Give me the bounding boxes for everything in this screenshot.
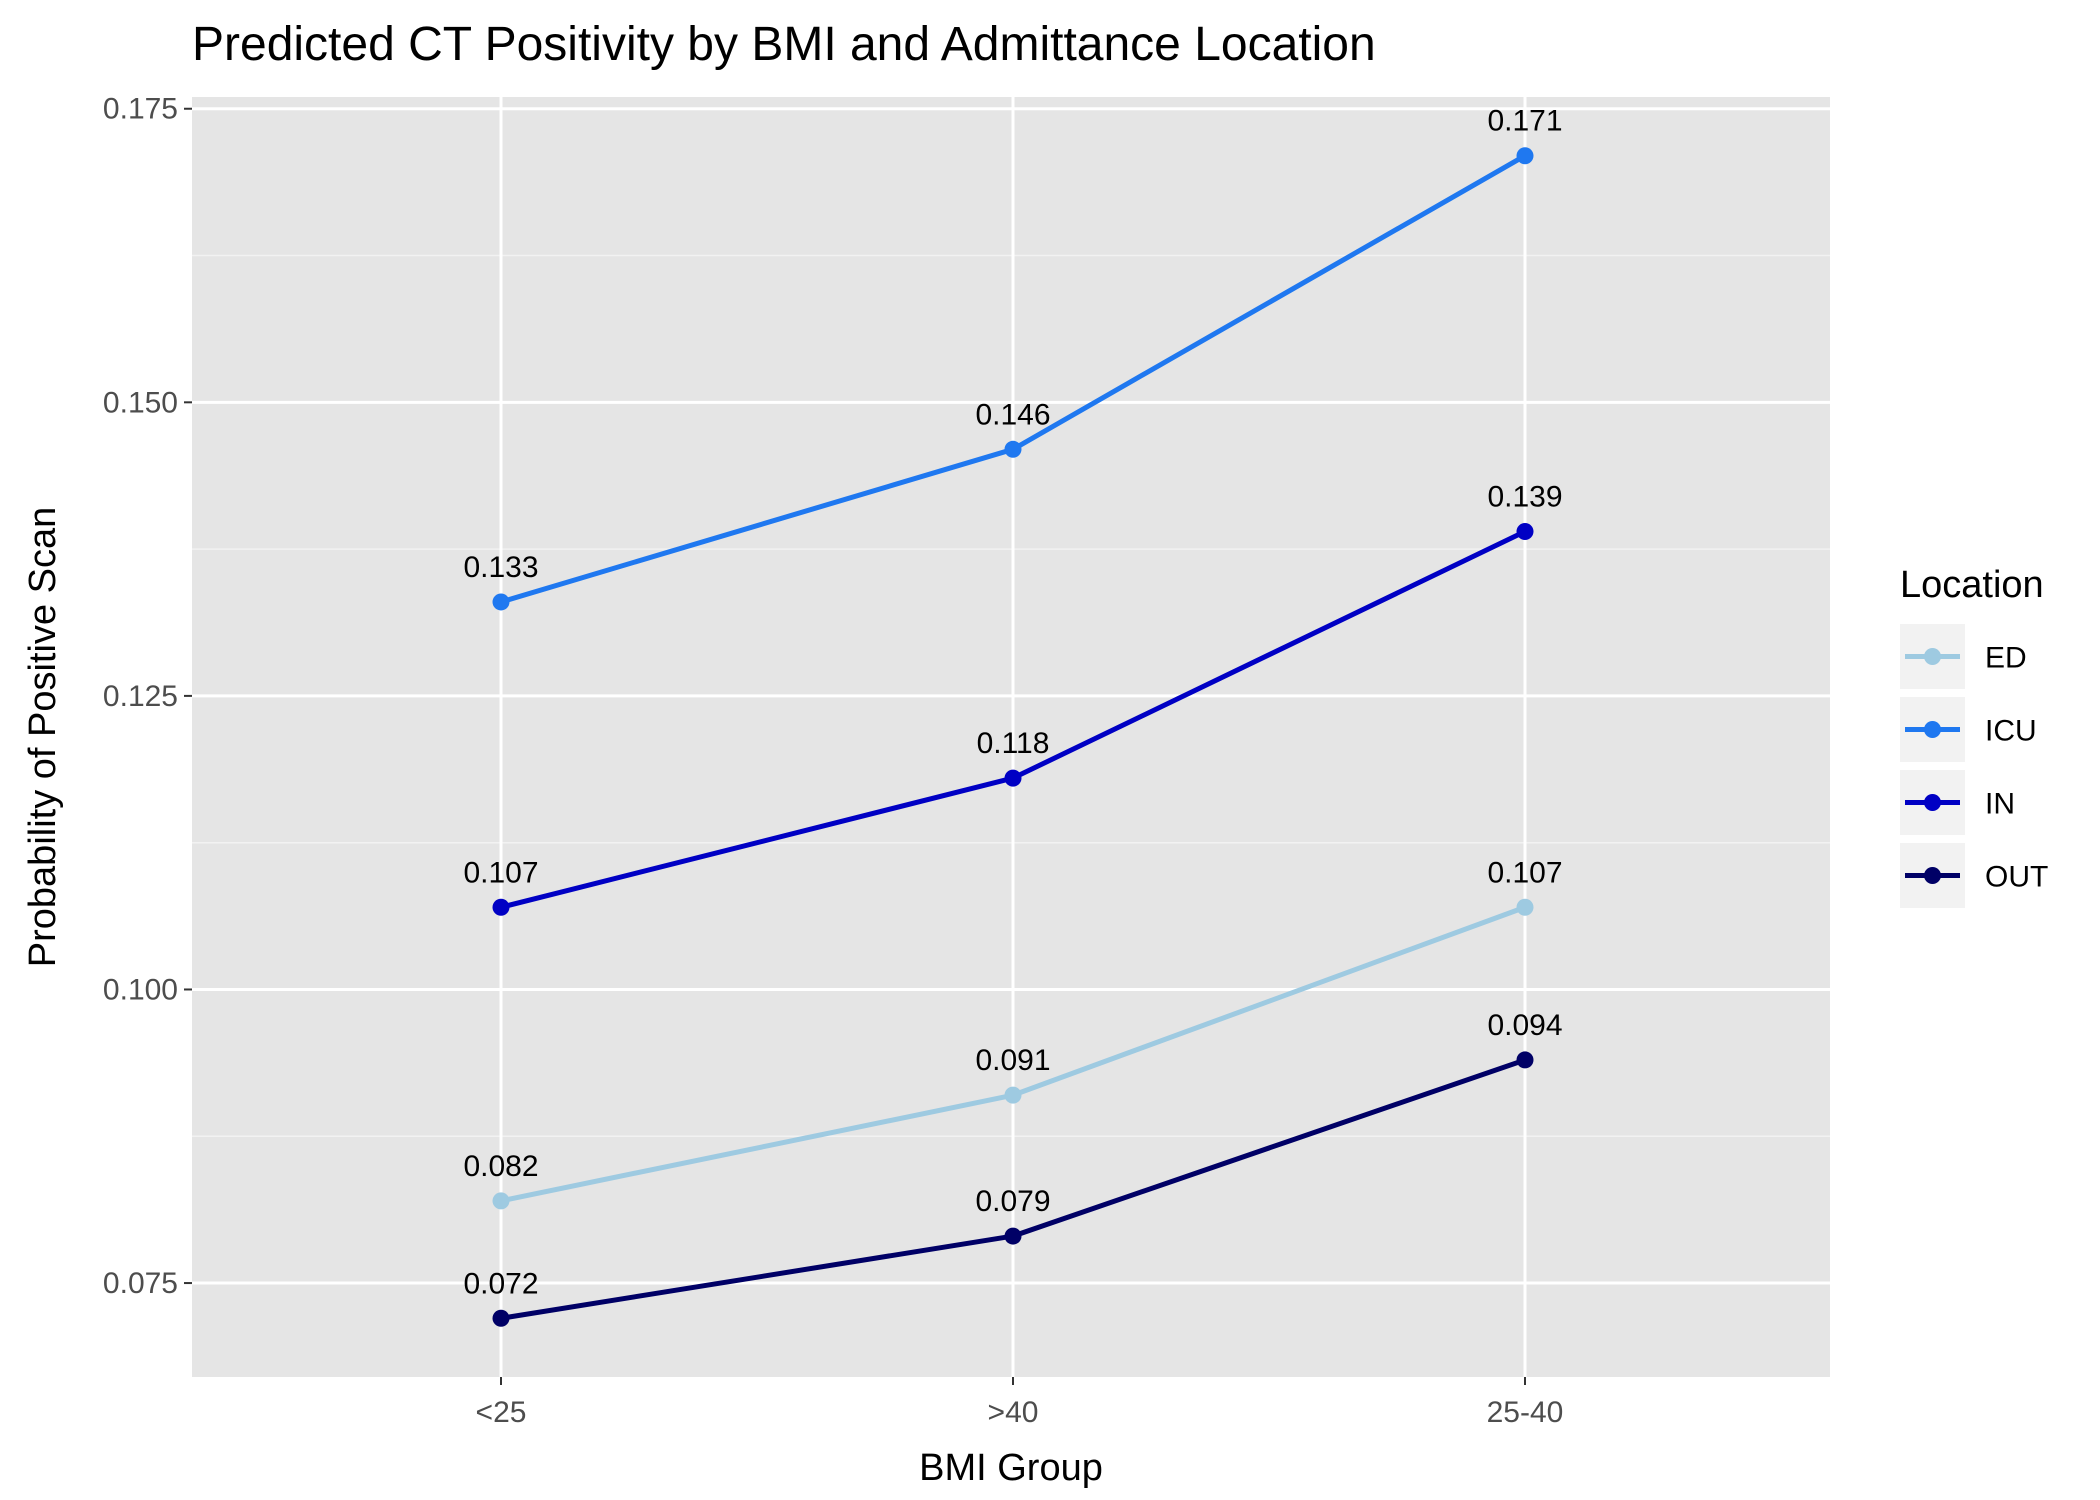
legend-item-out: OUT [1900,843,2048,908]
x-axis-title: BMI Group [919,1447,1103,1489]
data-label-icu: 0.146 [975,398,1050,431]
legend-item-ed: ED [1900,624,2027,689]
legend-key-point [1924,867,1941,884]
data-point-out [492,1309,510,1327]
legend-item-in: IN [1900,770,2015,835]
data-point-out [1516,1051,1534,1069]
x-tick-label: 25-40 [1487,1396,1564,1429]
data-label-ed: 0.107 [1487,856,1562,889]
data-label-out: 0.094 [1487,1009,1562,1042]
legend-items: ED ICU IN OUT [1900,624,2048,908]
x-tick-label: <25 [476,1396,527,1429]
y-tick-label: 0.075 [103,1267,178,1300]
data-label-in: 0.118 [977,727,1050,760]
y-tick-label: 0.100 [103,973,178,1006]
x-tick-label: >40 [988,1396,1039,1429]
data-point-out [1004,1227,1022,1245]
data-label-out: 0.079 [975,1185,1050,1218]
plot-panel [192,97,1830,1377]
y-axis-title: Probability of Positive Scan [22,507,64,967]
data-point-icu [492,593,510,611]
data-labels: 0.082 0.091 0.107 0.133 0.146 0.171 0.107 0.118… [463,105,1562,1301]
data-label-icu: 0.133 [463,551,538,584]
data-label-icu: 0.171 [1487,105,1562,138]
legend-key-point [1924,794,1941,811]
legend-item-icu: ICU [1900,697,2037,762]
data-point-ed [492,1192,510,1210]
data-label-out: 0.072 [463,1267,538,1300]
series-points [492,147,1534,1327]
legend-key-point [1924,648,1941,665]
minor-gridlines [192,254,1830,1138]
data-label-in: 0.139 [1487,480,1562,513]
y-tick-label: 0.125 [103,680,178,713]
data-label-in: 0.107 [463,856,538,889]
y-axis: 0.075 0.100 0.125 0.150 0.175 [103,93,192,1300]
legend-label: ICU [1985,715,2037,748]
data-point-ed [1004,1086,1022,1104]
major-gridlines [192,97,1830,1377]
legend-label: IN [1985,788,2015,821]
chart-title: Predicted CT Positivity by BMI and Admit… [192,18,1376,71]
legend-key-point [1924,721,1941,738]
data-label-ed: 0.091 [975,1044,1050,1077]
data-point-icu [1004,440,1022,458]
data-point-in [1004,769,1022,787]
data-point-in [492,898,510,916]
legend: Location ED ICU IN OUT [1900,564,2048,908]
y-tick-label: 0.175 [103,93,178,126]
data-label-ed: 0.082 [463,1150,538,1183]
data-point-icu [1516,147,1534,165]
data-point-in [1516,522,1534,540]
data-point-ed [1516,898,1534,916]
y-tick-label: 0.150 [103,386,178,419]
legend-title: Location [1900,564,2044,606]
legend-label: ED [1985,642,2027,675]
x-axis: <25 >40 25-40 [476,1377,1564,1429]
legend-label: OUT [1985,861,2048,894]
